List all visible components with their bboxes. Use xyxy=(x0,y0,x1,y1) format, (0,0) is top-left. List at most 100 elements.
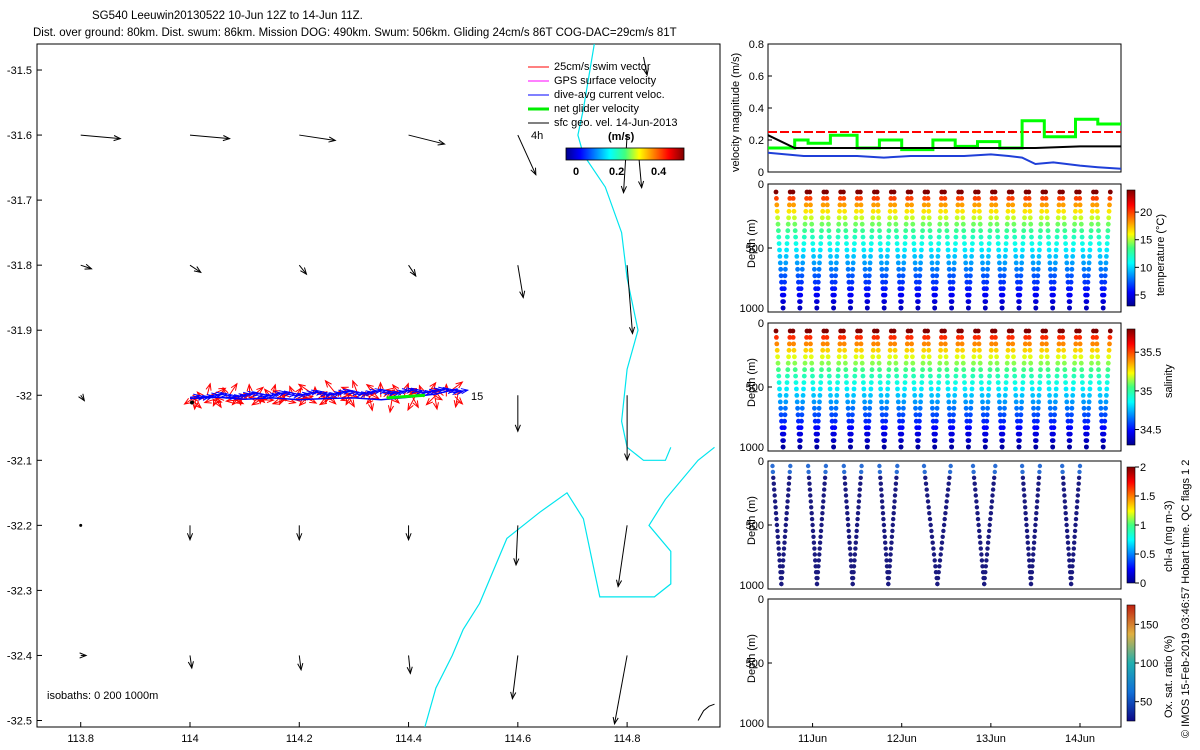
profile-point xyxy=(1089,208,1095,214)
profile-point xyxy=(1096,241,1102,247)
profile-point xyxy=(781,438,786,443)
profile-point xyxy=(882,438,887,443)
colorbar-tick-label: 35 xyxy=(1140,386,1152,398)
chl-point xyxy=(811,540,817,545)
chl-point xyxy=(928,522,933,528)
sfc-vector xyxy=(298,264,308,276)
chl-point xyxy=(975,516,981,522)
dac-vector-head xyxy=(460,388,470,395)
profile-point xyxy=(972,202,978,208)
profile-point xyxy=(1094,208,1100,214)
profile-point xyxy=(1106,347,1112,353)
profile-point xyxy=(885,380,891,385)
profile-point xyxy=(1011,215,1016,221)
swim-vector xyxy=(324,379,336,394)
profile-point xyxy=(811,254,816,259)
profile-point xyxy=(792,360,798,366)
profile-point xyxy=(866,286,871,292)
profile-point xyxy=(810,234,815,240)
profile-point xyxy=(1094,196,1099,201)
profile-point xyxy=(932,299,938,304)
legend-time-label: 4h xyxy=(531,130,543,142)
profile-point xyxy=(859,354,865,360)
profile-point xyxy=(1048,273,1054,279)
profile-point xyxy=(1043,196,1049,201)
profile-point xyxy=(1046,380,1052,385)
profile-point xyxy=(859,221,865,227)
profile-point xyxy=(831,438,837,443)
swim-vector-head xyxy=(270,383,277,392)
profile-point xyxy=(986,380,992,385)
sfc-vector xyxy=(626,265,636,335)
profile-point xyxy=(928,373,933,379)
profile-point xyxy=(775,215,780,221)
chl-point xyxy=(1032,528,1038,534)
profile-point xyxy=(895,254,901,259)
sfc-vector-head xyxy=(186,533,194,542)
swim-vector-shaft xyxy=(409,391,418,396)
chl-point xyxy=(1036,475,1042,480)
profile-point xyxy=(952,386,958,392)
profile-point xyxy=(993,335,998,340)
profile-point xyxy=(1063,247,1069,253)
profile-point xyxy=(910,221,916,227)
profile-point xyxy=(959,202,965,208)
profile-point xyxy=(918,393,924,398)
chl-point xyxy=(776,546,781,551)
profile-point xyxy=(825,215,831,221)
chl-point xyxy=(823,469,828,475)
profile-point xyxy=(903,373,908,379)
profile-point xyxy=(946,405,952,411)
profile-point xyxy=(995,380,1001,385)
dac-vector-shaft xyxy=(257,394,269,398)
chl-point xyxy=(855,511,861,516)
profile-point xyxy=(925,189,930,195)
profile-point xyxy=(859,360,865,366)
profile-point xyxy=(899,438,904,443)
profile-point xyxy=(1044,202,1049,208)
profile-point xyxy=(777,247,782,253)
chl-point xyxy=(852,552,858,557)
profile-point xyxy=(1026,196,1032,201)
profile-point xyxy=(1060,328,1065,334)
profile-point xyxy=(1013,254,1019,259)
profile-point xyxy=(969,254,974,259)
profile-point xyxy=(984,279,990,285)
profile-point xyxy=(1030,260,1036,266)
chl-point xyxy=(1070,564,1075,569)
profile-point xyxy=(1084,299,1090,304)
profile-point xyxy=(1044,354,1050,360)
profile-point xyxy=(812,412,818,418)
profile-point xyxy=(828,254,833,259)
profile-point xyxy=(782,418,787,424)
profile-point xyxy=(894,373,900,379)
profile-point xyxy=(968,266,974,272)
chl-point xyxy=(941,528,946,534)
profile-point xyxy=(833,412,838,418)
chl-point xyxy=(1075,499,1080,504)
profile-point xyxy=(929,254,934,259)
profile-point xyxy=(811,393,816,398)
profile-point xyxy=(928,386,934,392)
profile-point xyxy=(854,196,860,201)
profile-point xyxy=(899,286,905,292)
sfc-vector-head xyxy=(510,691,517,700)
chl-point xyxy=(847,546,853,551)
profile-point xyxy=(1003,247,1009,253)
profile-point xyxy=(852,241,857,247)
profile-point xyxy=(911,373,916,379)
profile-point xyxy=(876,215,882,221)
profile-point xyxy=(795,266,800,272)
map-ytick-label: -31.9 xyxy=(7,325,32,337)
profile-point xyxy=(1096,380,1102,385)
dac-vector-head xyxy=(247,390,256,397)
chl-point xyxy=(1060,475,1066,480)
chl-point xyxy=(810,522,815,528)
profile-point xyxy=(969,393,974,398)
profile-point xyxy=(984,425,989,431)
profile-point xyxy=(1035,412,1041,418)
profile-point xyxy=(1013,386,1018,392)
profile-point xyxy=(1052,412,1057,418)
